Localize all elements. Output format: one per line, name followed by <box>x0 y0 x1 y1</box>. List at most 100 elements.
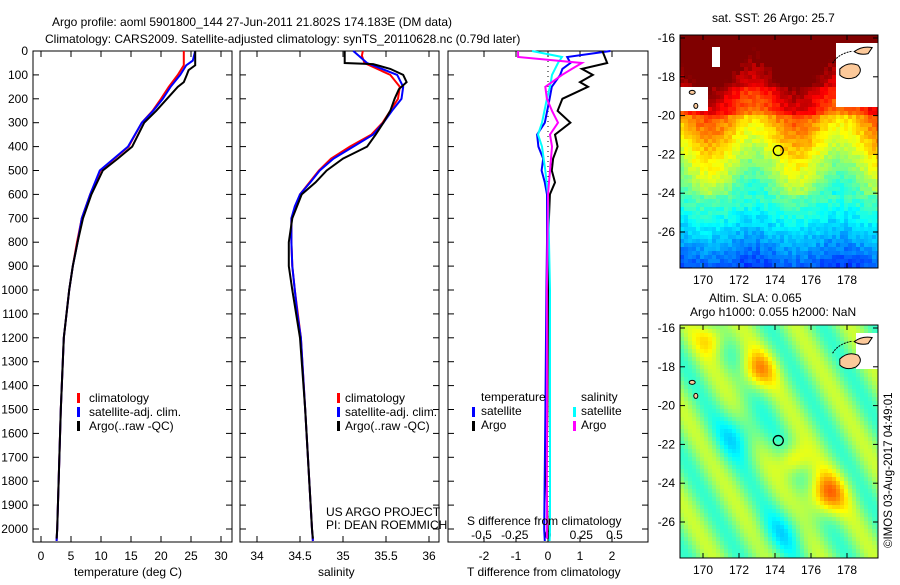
map-cell <box>728 329 732 333</box>
map-cell <box>824 99 828 103</box>
map-cell <box>740 489 744 493</box>
map-cell <box>696 401 700 405</box>
map-cell <box>872 255 876 259</box>
map-cell <box>768 87 772 91</box>
map-cell <box>816 43 820 47</box>
map-cell <box>760 143 764 147</box>
map-cell <box>696 361 700 365</box>
map-cell <box>724 449 728 453</box>
map-cell <box>840 95 844 99</box>
map-cell <box>716 377 720 381</box>
map-cell <box>864 235 868 239</box>
map-cell <box>700 147 704 151</box>
map-cell <box>752 345 756 349</box>
map-cell <box>760 449 764 453</box>
map-cell <box>796 255 800 259</box>
map-cell <box>776 211 780 215</box>
map-cell <box>708 349 712 353</box>
map-cell <box>704 401 708 405</box>
map-cell <box>680 545 684 549</box>
map-cell <box>692 251 696 255</box>
map-cell <box>692 123 696 127</box>
map-cell <box>708 485 712 489</box>
map-cell <box>696 409 700 413</box>
map-cell <box>704 263 708 267</box>
map-cell <box>776 385 780 389</box>
map-cell <box>804 79 808 83</box>
map-cell <box>796 167 800 171</box>
map-cell <box>720 219 724 223</box>
map-cell <box>780 223 784 227</box>
map-cell <box>776 183 780 187</box>
map-cell <box>700 453 704 457</box>
map-cell <box>724 263 728 267</box>
map-cell <box>784 47 788 51</box>
map-cell <box>760 465 764 469</box>
map-cell <box>764 231 768 235</box>
map-cell <box>816 263 820 267</box>
map-cell <box>792 461 796 465</box>
map-cell <box>784 413 788 417</box>
map-cell <box>720 71 724 75</box>
map-cell <box>700 187 704 191</box>
map-cell <box>696 441 700 445</box>
map-cell <box>708 537 712 541</box>
map-cell <box>804 255 808 259</box>
map-cell <box>748 353 752 357</box>
map-cell <box>872 43 876 47</box>
map-cell <box>736 397 740 401</box>
map-cell <box>688 167 692 171</box>
map-cell <box>800 247 804 251</box>
map-cell <box>680 553 684 557</box>
map-cell <box>824 107 828 111</box>
map-cell <box>780 251 784 255</box>
map-cell <box>784 83 788 87</box>
map-cell <box>696 63 700 67</box>
map-cell <box>836 243 840 247</box>
map-cell <box>836 227 840 231</box>
map-cell <box>788 441 792 445</box>
map-cell <box>772 259 776 263</box>
x-tick-label: 25 <box>184 549 198 563</box>
map-cell <box>860 195 864 199</box>
map-cell <box>836 199 840 203</box>
map-cell <box>776 441 780 445</box>
map-cell <box>696 211 700 215</box>
map-cell <box>864 223 868 227</box>
map-cell <box>760 401 764 405</box>
map-cell <box>840 143 844 147</box>
map-cell <box>872 211 876 215</box>
map-cell <box>708 55 712 59</box>
map-cell <box>724 191 728 195</box>
map-cell <box>764 409 768 413</box>
map-cell <box>744 227 748 231</box>
map-cell <box>756 143 760 147</box>
map-cell <box>760 349 764 353</box>
map-cell <box>824 75 828 79</box>
map-cell <box>800 115 804 119</box>
map-cell <box>776 521 780 525</box>
map-cell <box>768 223 772 227</box>
map-cell <box>692 263 696 267</box>
map-cell <box>764 207 768 211</box>
map-cell <box>728 207 732 211</box>
map-cell <box>704 537 708 541</box>
map-cell <box>684 143 688 147</box>
map-cell <box>776 517 780 521</box>
map-cell <box>684 457 688 461</box>
map-cell <box>692 449 696 453</box>
map-cell <box>740 39 744 43</box>
map-cell <box>748 509 752 513</box>
map-cell <box>700 465 704 469</box>
map-cell <box>708 167 712 171</box>
map-cell <box>776 159 780 163</box>
map-cell <box>744 437 748 441</box>
map-cell <box>864 87 868 91</box>
map-cell <box>708 219 712 223</box>
map-cell <box>720 465 724 469</box>
map-cell <box>788 143 792 147</box>
map-cell <box>728 115 732 119</box>
map-cell <box>852 207 856 211</box>
map-cell <box>736 477 740 481</box>
map-cell <box>692 95 696 99</box>
